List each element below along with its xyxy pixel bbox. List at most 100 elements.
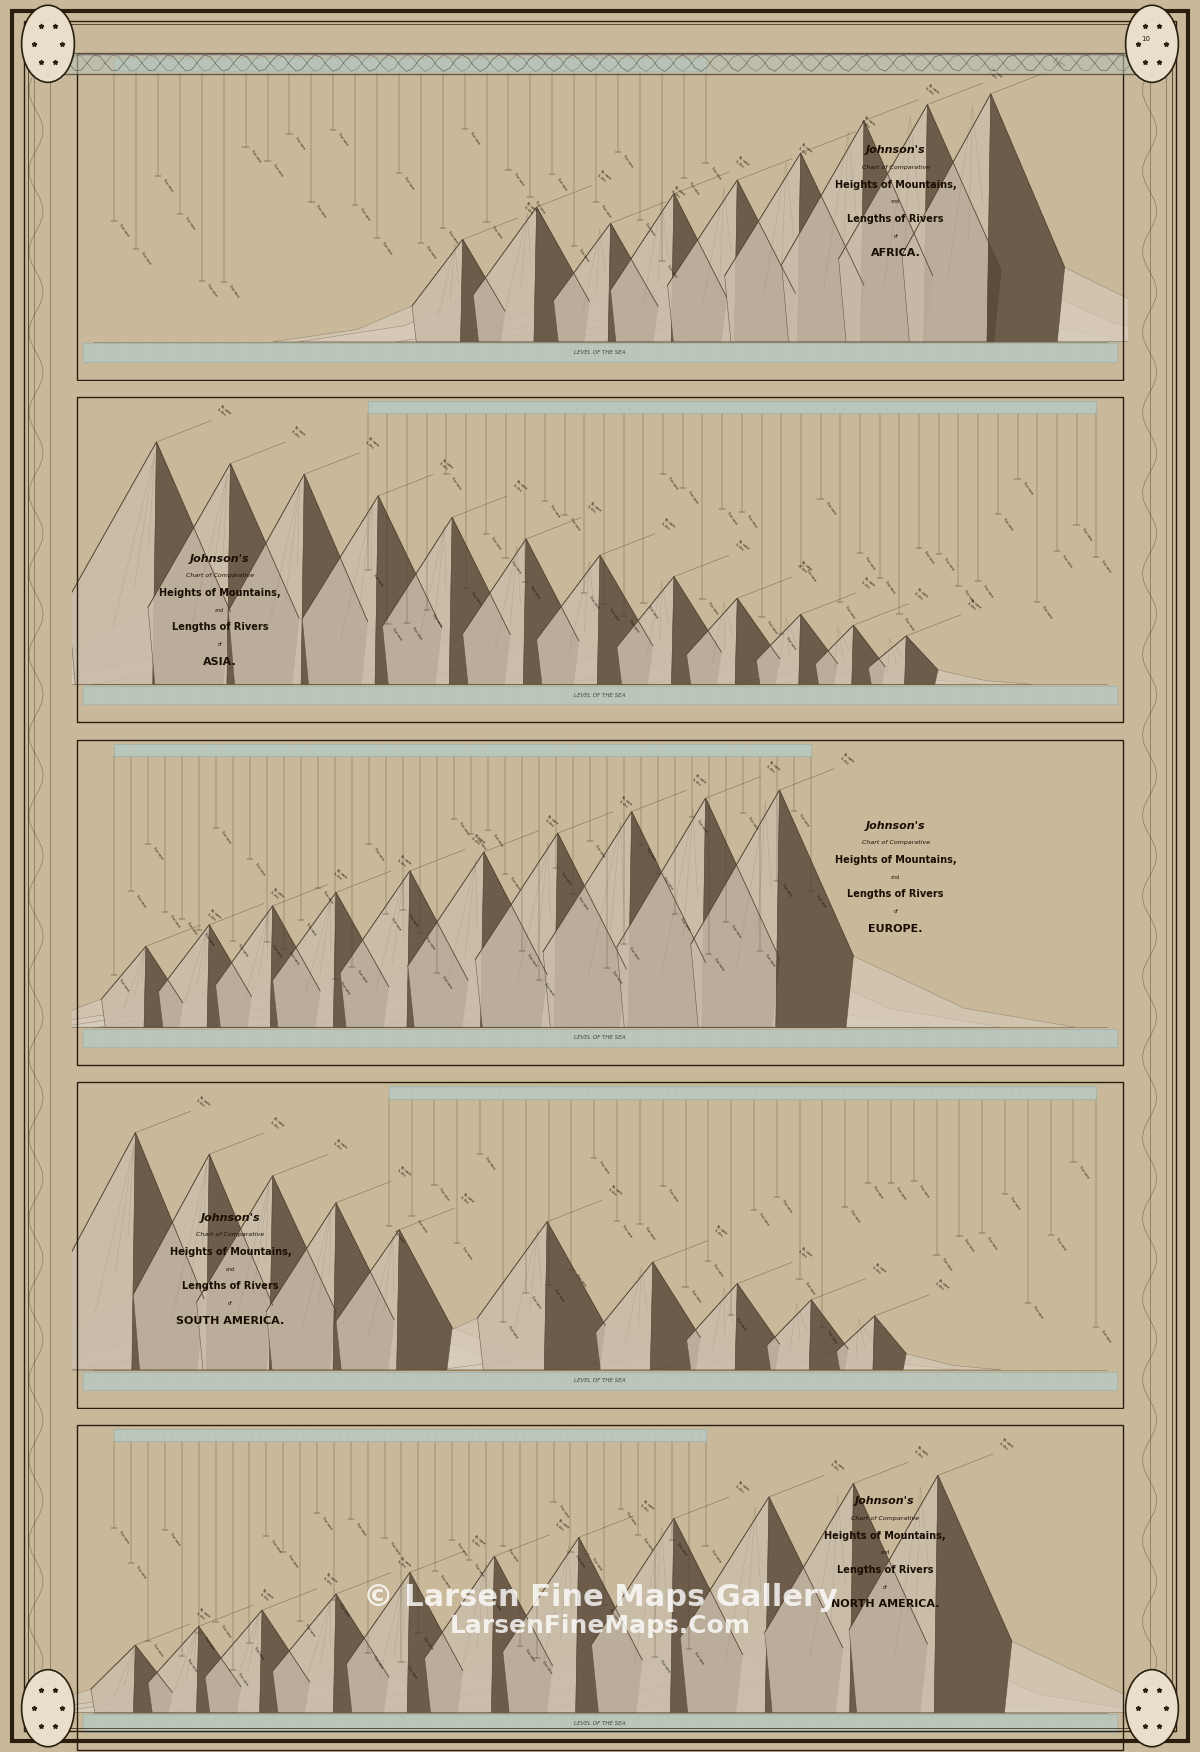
Polygon shape: [611, 193, 674, 342]
Text: River name: River name: [186, 1659, 198, 1673]
Text: Mt. name
ft. elev.: Mt. name ft. elev.: [217, 405, 232, 419]
Polygon shape: [860, 121, 932, 342]
Polygon shape: [407, 871, 468, 1027]
Polygon shape: [767, 1300, 811, 1370]
Polygon shape: [173, 1572, 622, 1712]
Text: Mt. name
ft. elev.: Mt. name ft. elev.: [913, 1445, 929, 1461]
Polygon shape: [162, 1230, 611, 1370]
Polygon shape: [839, 105, 928, 342]
Polygon shape: [0, 464, 505, 685]
Text: River name: River name: [648, 606, 659, 620]
Text: Johnson's: Johnson's: [866, 820, 925, 830]
Text: River name: River name: [337, 133, 349, 147]
Polygon shape: [74, 1204, 569, 1370]
Text: Mt. name
ft. elev.: Mt. name ft. elev.: [587, 501, 601, 515]
Text: River name: River name: [666, 265, 678, 279]
Text: River name: River name: [425, 936, 436, 950]
Text: LEVEL OF THE SEA: LEVEL OF THE SEA: [575, 1035, 625, 1041]
Text: River name: River name: [713, 1263, 724, 1277]
Text: River name: River name: [390, 916, 402, 930]
Text: Mt. name
ft. elev.: Mt. name ft. elev.: [1051, 56, 1066, 70]
Polygon shape: [628, 811, 706, 1027]
Text: River name: River name: [864, 555, 876, 569]
Text: River name: River name: [322, 1515, 332, 1529]
Text: River name: River name: [923, 550, 935, 564]
Polygon shape: [347, 1572, 410, 1712]
Polygon shape: [650, 1261, 701, 1370]
Text: NORTH AMERICA.: NORTH AMERICA.: [830, 1600, 940, 1610]
Bar: [367, 401, 1097, 413]
Text: River name: River name: [221, 830, 232, 844]
Text: River name: River name: [136, 894, 146, 908]
Polygon shape: [158, 925, 209, 1027]
Text: River name: River name: [524, 1649, 535, 1663]
Polygon shape: [595, 1261, 653, 1370]
Text: River name: River name: [469, 131, 480, 145]
Polygon shape: [132, 1134, 204, 1370]
Text: River name: River name: [1081, 527, 1092, 541]
Polygon shape: [905, 636, 938, 685]
Text: and: and: [892, 874, 900, 880]
Polygon shape: [534, 207, 589, 342]
Bar: [1150, 70, 1166, 1682]
Polygon shape: [197, 1176, 272, 1370]
Text: River name: River name: [679, 916, 691, 930]
Text: River name: River name: [527, 953, 538, 967]
Text: River name: River name: [203, 1636, 215, 1650]
Polygon shape: [294, 1537, 833, 1712]
Text: River name: River name: [592, 1558, 604, 1572]
Polygon shape: [233, 1556, 727, 1712]
Text: River name: River name: [696, 820, 708, 834]
Text: River name: River name: [1042, 604, 1052, 618]
Text: River name: River name: [529, 585, 541, 599]
Text: River name: River name: [389, 1542, 401, 1556]
Polygon shape: [605, 1475, 1200, 1712]
Text: River name: River name: [458, 822, 470, 836]
Text: River name: River name: [895, 1186, 907, 1200]
Polygon shape: [816, 625, 853, 685]
Polygon shape: [270, 1176, 336, 1370]
Text: Mt. name
ft. elev.: Mt. name ft. elev.: [365, 436, 379, 452]
Text: River name: River name: [986, 1235, 998, 1249]
Polygon shape: [376, 496, 442, 685]
Polygon shape: [288, 540, 737, 685]
Text: Lengths of Rivers: Lengths of Rivers: [836, 1565, 934, 1575]
Text: River name: River name: [253, 1647, 265, 1661]
Text: River name: River name: [628, 618, 640, 632]
Polygon shape: [667, 180, 737, 342]
Polygon shape: [680, 1496, 769, 1712]
Polygon shape: [383, 517, 452, 685]
Text: River name: River name: [824, 501, 836, 515]
Polygon shape: [710, 625, 980, 685]
Polygon shape: [266, 1204, 336, 1370]
Text: River name: River name: [600, 205, 612, 219]
Text: River name: River name: [983, 583, 994, 597]
Polygon shape: [644, 1300, 959, 1370]
Text: River name: River name: [594, 844, 606, 858]
Text: River name: River name: [553, 1288, 564, 1302]
Text: River name: River name: [535, 200, 546, 214]
Text: Lengths of Rivers: Lengths of Rivers: [847, 214, 944, 224]
Text: AFRICA.: AFRICA.: [871, 249, 920, 258]
Polygon shape: [191, 517, 684, 685]
Text: River name: River name: [550, 505, 560, 519]
Text: River name: River name: [250, 149, 262, 163]
Text: River name: River name: [119, 224, 130, 238]
Text: River name: River name: [475, 836, 487, 850]
Polygon shape: [272, 1594, 336, 1712]
Polygon shape: [259, 1610, 310, 1712]
Polygon shape: [0, 1176, 526, 1370]
Bar: [83, 1028, 1117, 1048]
Polygon shape: [492, 1556, 552, 1712]
Polygon shape: [227, 464, 299, 685]
Text: Mt. name
ft. elev.: Mt. name ft. elev.: [998, 1438, 1013, 1452]
Text: River name: River name: [169, 915, 181, 929]
Text: River name: River name: [512, 173, 524, 187]
Polygon shape: [671, 1519, 743, 1712]
Polygon shape: [732, 1316, 1001, 1370]
Text: River name: River name: [470, 590, 482, 604]
Text: River name: River name: [492, 832, 504, 848]
Text: River name: River name: [557, 177, 568, 191]
Text: Mt. name
ft. elev.: Mt. name ft. elev.: [988, 67, 1003, 82]
Polygon shape: [635, 615, 948, 685]
